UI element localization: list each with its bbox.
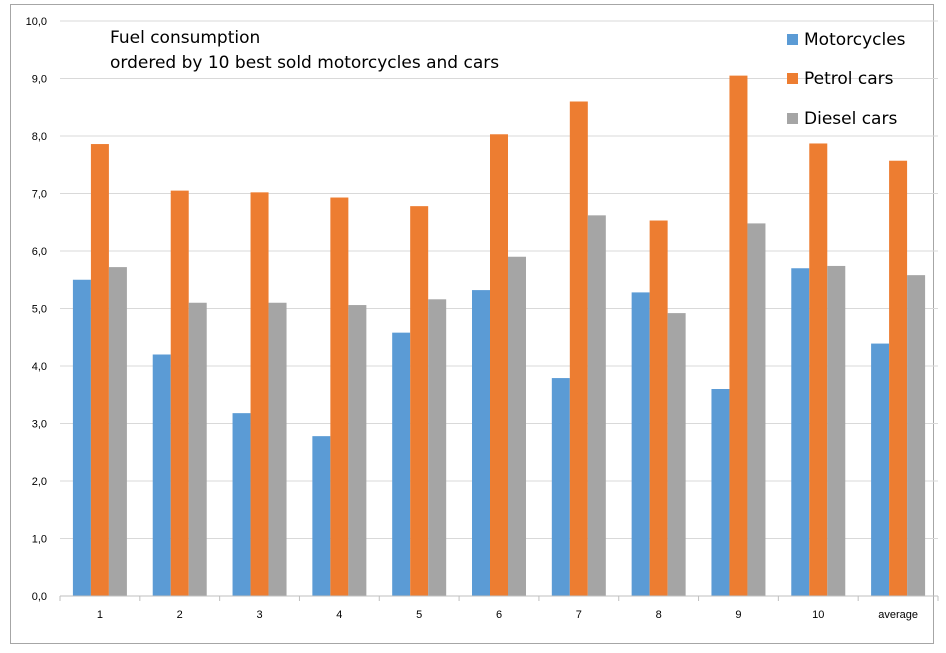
bar-diesel-cars-4 [348, 305, 367, 596]
y-tick-label-4: 4,0 [32, 361, 47, 373]
x-tick-label-9: 9 [735, 609, 741, 621]
bar-diesel-cars-5 [428, 299, 447, 596]
bar-petrol-cars-2 [170, 190, 189, 596]
bar-motorcycles-6 [472, 290, 490, 596]
x-tick-label-10: 10 [812, 609, 824, 621]
bar-petrol-cars-8 [649, 220, 668, 596]
bars [72, 75, 926, 597]
chart-title-line-2: ordered by 10 best sold motorcycles and … [110, 53, 499, 73]
bar-motorcycles-average [871, 343, 890, 596]
bar-motorcycles-9 [711, 389, 730, 596]
bar-motorcycles-7 [551, 378, 570, 596]
bar-diesel-cars-8 [667, 313, 686, 596]
bar-petrol-cars-9 [729, 75, 748, 596]
y-tick-label-6: 6,0 [32, 246, 47, 258]
bar-diesel-cars-10 [827, 265, 846, 596]
legend-swatch-diesel-cars [787, 113, 798, 124]
bar-motorcycles-10 [791, 268, 810, 596]
y-tick-label-1: 1,0 [32, 534, 47, 546]
bar-diesel-cars-1 [108, 267, 127, 596]
bar-motorcycles-4 [312, 436, 331, 596]
y-tick-label-8: 8,0 [32, 131, 47, 143]
bar-petrol-cars-average [889, 160, 908, 596]
y-tick-label-7: 7,0 [32, 189, 47, 201]
y-tick-label-2: 2,0 [32, 476, 47, 488]
x-tick-label-4: 4 [336, 609, 342, 621]
bar-petrol-cars-3 [250, 192, 269, 596]
bar-motorcycles-2 [152, 354, 171, 596]
x-tick-label-5: 5 [416, 609, 422, 621]
x-tick-label-7: 7 [576, 609, 582, 621]
y-tick-label-10: 10,0 [26, 16, 47, 28]
bar-motorcycles-5 [392, 332, 411, 596]
bar-diesel-cars-9 [747, 223, 766, 596]
x-tick-label-6: 6 [496, 609, 502, 621]
legend: Motorcycles Petrol cars Diesel cars [787, 30, 906, 129]
bar-diesel-cars-2 [188, 302, 207, 596]
x-tick-label-average: average [878, 609, 918, 621]
bar-diesel-cars-average [907, 275, 926, 596]
legend-label-diesel-cars: Diesel cars [804, 109, 897, 129]
bar-motorcycles-8 [631, 292, 650, 596]
bar-petrol-cars-7 [569, 101, 588, 596]
legend-label-petrol-cars: Petrol cars [804, 69, 894, 89]
bar-petrol-cars-10 [809, 143, 828, 596]
chart-title-line-1: Fuel consumption [110, 28, 260, 48]
y-tick-label-5: 5,0 [32, 304, 47, 316]
bar-diesel-cars-7 [587, 215, 606, 596]
y-tick-label-0: 0,0 [32, 591, 47, 603]
x-tick-label-1: 1 [97, 609, 103, 621]
legend-swatch-motorcycles [787, 34, 798, 45]
bar-motorcycles-1 [72, 279, 91, 596]
x-tick-label-8: 8 [656, 609, 662, 621]
bar-petrol-cars-5 [410, 206, 429, 596]
bar-diesel-cars-3 [268, 302, 287, 596]
chart-title: Fuel consumption ordered by 10 best sold… [110, 28, 499, 73]
y-tick-label-9: 9,0 [32, 74, 47, 86]
x-tick-label-2: 2 [177, 609, 183, 621]
legend-swatch-petrol-cars [787, 73, 798, 84]
y-tick-label-3: 3,0 [32, 419, 47, 431]
bar-petrol-cars-1 [90, 144, 109, 597]
bar-motorcycles-3 [232, 413, 251, 596]
bar-diesel-cars-6 [508, 256, 526, 596]
axes: 0,0 1,0 2,0 3,0 4,0 5,0 6,0 7,0 8,0 9,0 10,0 1 2 3 4 5 6… [26, 16, 939, 621]
x-tick-label-3: 3 [256, 609, 262, 621]
legend-label-motorcycles: Motorcycles [804, 30, 906, 50]
bar-petrol-cars-4 [330, 197, 349, 596]
bar-petrol-cars-6 [490, 134, 508, 596]
